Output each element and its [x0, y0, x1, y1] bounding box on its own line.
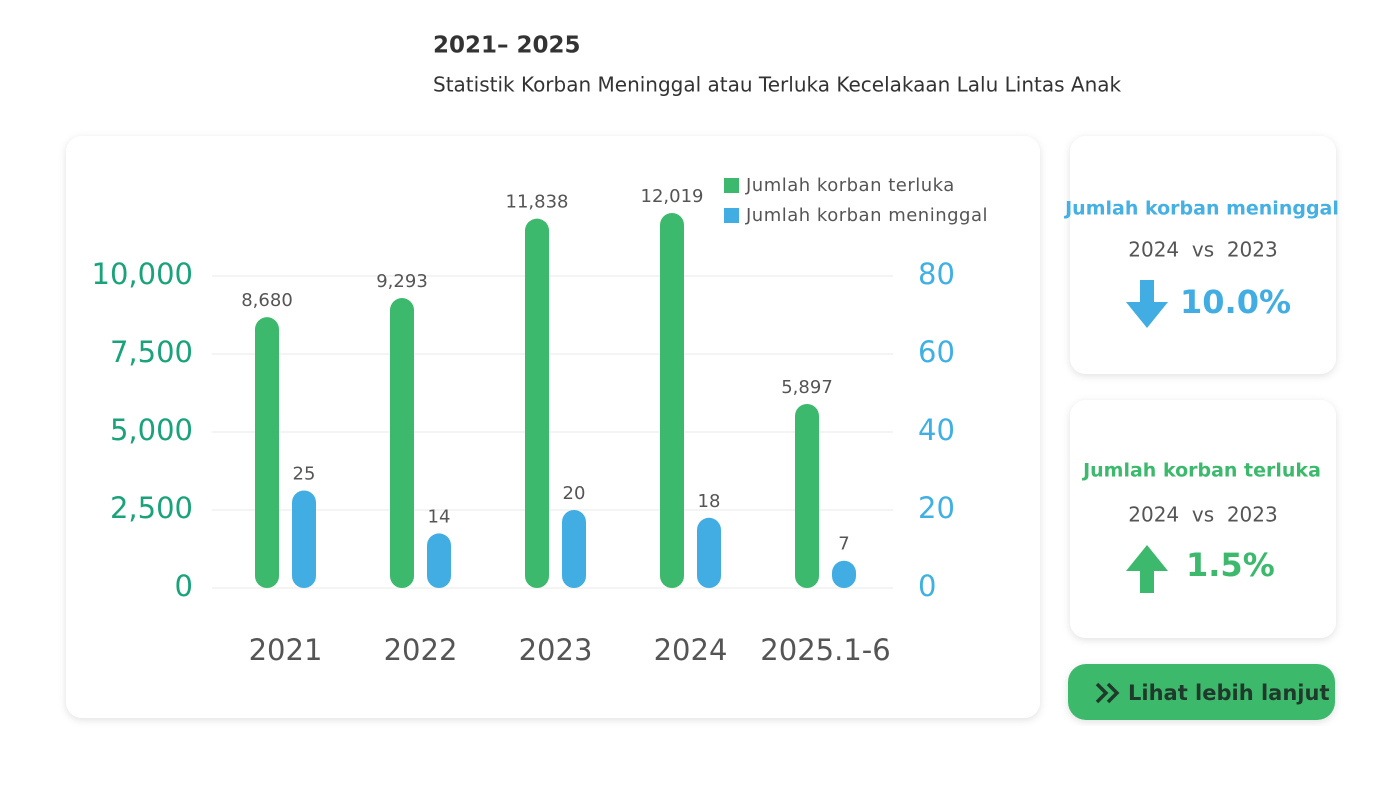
x-tick-label: 2025.1-6 [760, 633, 890, 667]
bar [427, 533, 451, 588]
y2-tick-label: 40 [918, 413, 955, 447]
y-tick-label: 7,500 [110, 335, 193, 369]
legend-swatch [724, 208, 739, 223]
data-label: 12,019 [641, 186, 704, 207]
y2-tick-label: 0 [918, 569, 936, 603]
data-label: 8,680 [241, 290, 293, 311]
bar [697, 517, 721, 588]
card-change: 1.5% [1186, 546, 1275, 584]
chevrons[interactable] [1095, 682, 1120, 704]
card-title: Jumlah korban meninggal [1063, 198, 1339, 220]
x-tick-label: 2024 [654, 633, 728, 667]
data-label: 5,897 [781, 377, 833, 398]
y-tick-label: 5,000 [110, 413, 193, 447]
down-arrow [1126, 280, 1168, 328]
button-label[interactable]: Lihat lebih lanjut [1128, 681, 1330, 705]
page-title: 2021– 2025 [433, 33, 581, 59]
stat-card [1070, 400, 1336, 638]
data-label: 25 [293, 464, 316, 485]
bar [832, 560, 856, 588]
data-label: 18 [698, 491, 721, 512]
x-tick-label: 2022 [384, 633, 458, 667]
card-change: 10.0% [1180, 283, 1291, 321]
up-arrow [1126, 545, 1168, 593]
bar [292, 490, 316, 588]
bar [390, 298, 414, 588]
button-bg[interactable] [1068, 664, 1335, 720]
bar [660, 213, 684, 588]
page-subtitle: Statistik Korban Meninggal atau Terluka … [433, 73, 1122, 97]
card-compare: 2024 vs 2023 [1128, 503, 1277, 527]
card-compare: 2024 vs 2023 [1128, 238, 1277, 262]
bar [255, 317, 279, 588]
x-tick-label: 2023 [519, 633, 593, 667]
card-title: Jumlah korban terluka [1081, 460, 1321, 482]
bar [525, 218, 549, 588]
data-label: 7 [838, 534, 849, 555]
y2-tick-label: 20 [918, 491, 955, 525]
y-tick-label: 0 [175, 569, 193, 603]
y-tick-label: 10,000 [92, 257, 193, 291]
bar [562, 510, 586, 588]
y-tick-label: 2,500 [110, 491, 193, 525]
legend-swatch [724, 178, 739, 193]
data-label: 20 [563, 483, 586, 504]
data-label: 14 [428, 506, 451, 527]
legend-label: Jumlah korban meninggal [745, 205, 988, 226]
x-tick-label: 2021 [249, 633, 323, 667]
data-label: 9,293 [376, 271, 428, 292]
y2-tick-label: 60 [918, 335, 955, 369]
chart: 0 2,500 5,000 7,500 10,000 0 20 40 60 80 2021 8,680… [92, 175, 988, 667]
button[interactable]: Lihat lebih lanjut [1068, 664, 1335, 720]
legend-label: Jumlah korban terluka [745, 175, 955, 196]
bar [795, 404, 819, 588]
y2-tick-label: 80 [918, 257, 955, 291]
data-label: 11,838 [506, 192, 569, 213]
